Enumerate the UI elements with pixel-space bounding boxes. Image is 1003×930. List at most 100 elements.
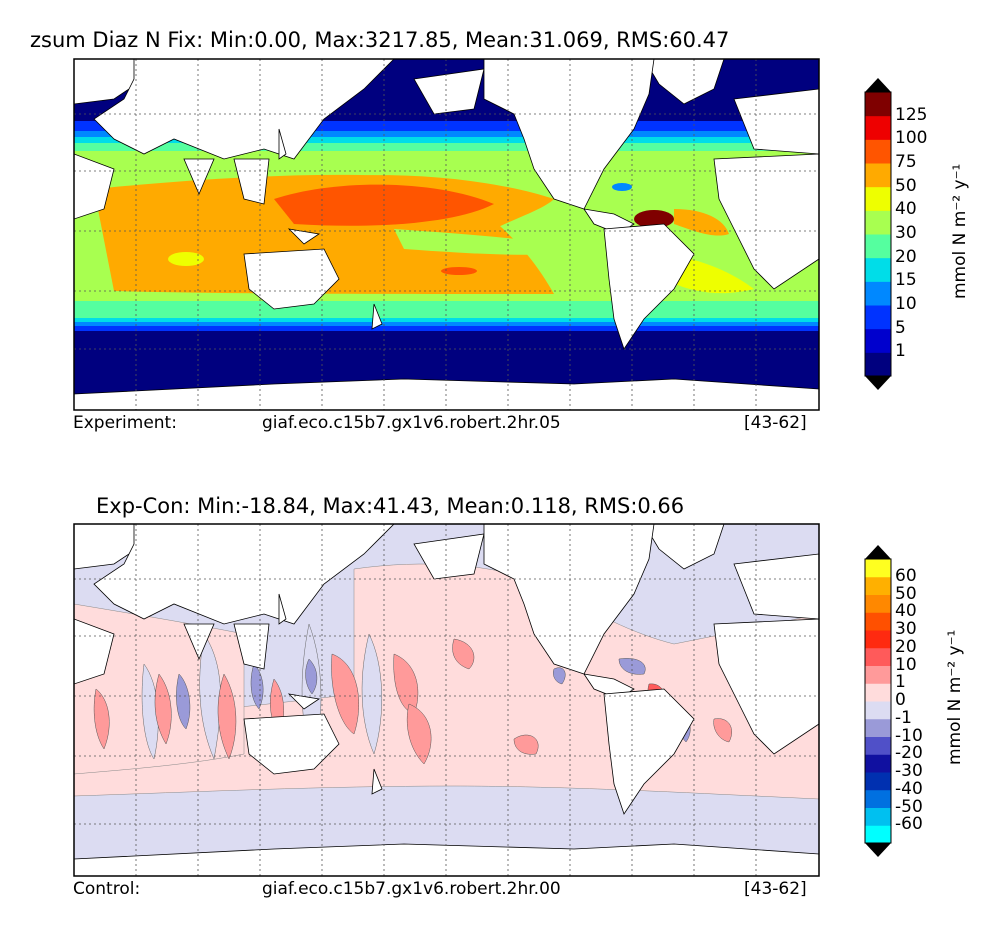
bottom-neg-stripe-2 xyxy=(199,633,221,760)
bottom-pos-strong-1 xyxy=(93,688,110,750)
bottom-neg-strong-6 xyxy=(553,667,566,685)
colorbar-segment xyxy=(865,576,891,595)
bottom-land-africa xyxy=(713,618,819,755)
top-red-spot xyxy=(441,267,477,275)
colorbar-segment xyxy=(865,92,891,117)
colorbar-frame xyxy=(864,91,892,377)
colorbar-segment xyxy=(865,115,891,140)
bottom-neg-stripe-1 xyxy=(141,663,159,760)
top-land-north-america xyxy=(483,59,655,210)
top-land-india xyxy=(183,158,215,196)
bottom-map-frame xyxy=(73,523,820,877)
bottom-neg-strong-3 xyxy=(305,658,318,695)
colorbar-segment xyxy=(865,807,891,826)
colorbar-tick-label: 40 xyxy=(895,199,917,220)
colorbar-segment xyxy=(865,328,891,353)
colorbar-tick-label: 50 xyxy=(895,583,917,604)
colorbar-segment xyxy=(865,186,891,211)
colorbar-segment xyxy=(865,257,891,282)
top-graticule xyxy=(74,59,819,410)
bottom-neg-strong-5 xyxy=(618,658,646,675)
bottom-land-europe xyxy=(733,553,819,620)
colorbar-segment xyxy=(865,612,891,631)
colorbar-segment xyxy=(865,630,891,649)
colorbar-segment xyxy=(865,352,891,377)
bottom-land-south-america xyxy=(603,688,695,815)
bottom-footer-right: [43-62] xyxy=(744,879,807,899)
top-yellow-patch xyxy=(168,252,204,266)
colorbar-tick-label: 20 xyxy=(895,636,917,657)
top-footer-right: [43-62] xyxy=(744,413,807,433)
colorbar-segment xyxy=(865,754,891,773)
colorbar-segment xyxy=(865,647,891,666)
colorbar-tick-label: -1 xyxy=(895,707,912,728)
colorbar-tick-label: -60 xyxy=(895,814,923,835)
colorbar-tick-label: 125 xyxy=(895,104,928,125)
bottom-footer-center: giaf.eco.c15b7.gx1v6.robert.2hr.00 xyxy=(262,879,561,899)
colorbar-segment xyxy=(865,736,891,755)
colorbar-extend-max xyxy=(865,545,891,559)
top-eq-pacific-green xyxy=(394,229,594,255)
bottom-colorbar-units: mmol N m⁻² y⁻¹ xyxy=(945,629,965,765)
top-colorbar-units: mmol N m⁻² y⁻¹ xyxy=(950,163,970,299)
colorbar-extend-max xyxy=(865,78,891,92)
top-land-asia xyxy=(93,59,395,160)
bottom-map xyxy=(73,523,820,877)
top-land-australia xyxy=(243,248,340,310)
top-land-antarctica xyxy=(74,378,819,410)
top-land-europe xyxy=(733,88,819,155)
bottom-land-india xyxy=(183,623,215,661)
colorbar-segment xyxy=(865,665,891,684)
bottom-map-title: Exp-Con: Min:-18.84, Max:41.43, Mean:0.1… xyxy=(96,494,685,518)
colorbar-segment xyxy=(865,789,891,808)
colorbar-tick-label: 60 xyxy=(895,565,917,586)
colorbar-tick-label: 1 xyxy=(895,341,906,362)
top-land-greenland xyxy=(643,59,725,105)
colorbar-frame xyxy=(864,558,892,844)
bottom-land-antarctica xyxy=(74,843,819,876)
colorbar-extend-min xyxy=(865,843,891,857)
colorbar-tick-label: -30 xyxy=(895,761,923,781)
top-caribbean-dark xyxy=(634,210,674,228)
bottom-pos-strong-5 xyxy=(331,653,359,735)
top-land-africa xyxy=(713,153,819,290)
colorbar-tick-label: 50 xyxy=(895,175,917,196)
colorbar-tick-label: 10 xyxy=(895,294,917,314)
bottom-pos-strong-8 xyxy=(452,638,475,670)
top-south-pacific-orange xyxy=(374,239,544,294)
colorbar-tick-label: -50 xyxy=(895,796,923,817)
colorbar-tick-label: 100 xyxy=(895,128,928,149)
bottom-footer-left: Control: xyxy=(73,879,141,899)
colorbar-segment xyxy=(865,281,891,306)
colorbar-tick-label: 1 xyxy=(895,672,906,693)
colorbar-tick-label: 10 xyxy=(895,654,917,675)
top-map xyxy=(73,58,820,411)
bottom-land-japan xyxy=(278,593,287,625)
colorbar-tick-label: 20 xyxy=(895,246,917,267)
bottom-land-new-guinea xyxy=(287,693,321,710)
bottom-pos-strong-3 xyxy=(217,673,237,760)
bottom-land-africa-west xyxy=(74,618,115,685)
top-land xyxy=(74,59,819,410)
bottom-land-north-america xyxy=(483,524,655,675)
top-colorbar xyxy=(864,78,892,390)
bottom-land-australia xyxy=(243,713,340,775)
top-map-title: zsum Diaz N Fix: Min:0.00, Max:3217.85, … xyxy=(30,28,730,52)
colorbar-segment xyxy=(865,683,891,702)
colorbar-segment xyxy=(865,559,891,578)
colorbar-segment xyxy=(865,139,891,164)
colorbar-tick-label: 30 xyxy=(895,223,917,243)
top-footer-center: giaf.eco.c15b7.gx1v6.robert.2hr.05 xyxy=(262,413,561,433)
colorbar-tick-label: -10 xyxy=(895,725,923,746)
colorbar-segment xyxy=(865,305,891,330)
bottom-colorbar xyxy=(864,545,892,857)
top-atlantic-orange xyxy=(674,209,729,236)
colorbar-segment xyxy=(865,701,891,720)
colorbar-tick-label: 30 xyxy=(895,619,917,639)
colorbar-segment xyxy=(865,772,891,791)
top-caribbean-blue xyxy=(612,183,632,191)
top-land-south-america xyxy=(603,223,695,350)
bottom-pos-strong-9 xyxy=(513,734,539,755)
top-land-japan xyxy=(278,128,287,160)
colorbar-segment xyxy=(865,718,891,737)
